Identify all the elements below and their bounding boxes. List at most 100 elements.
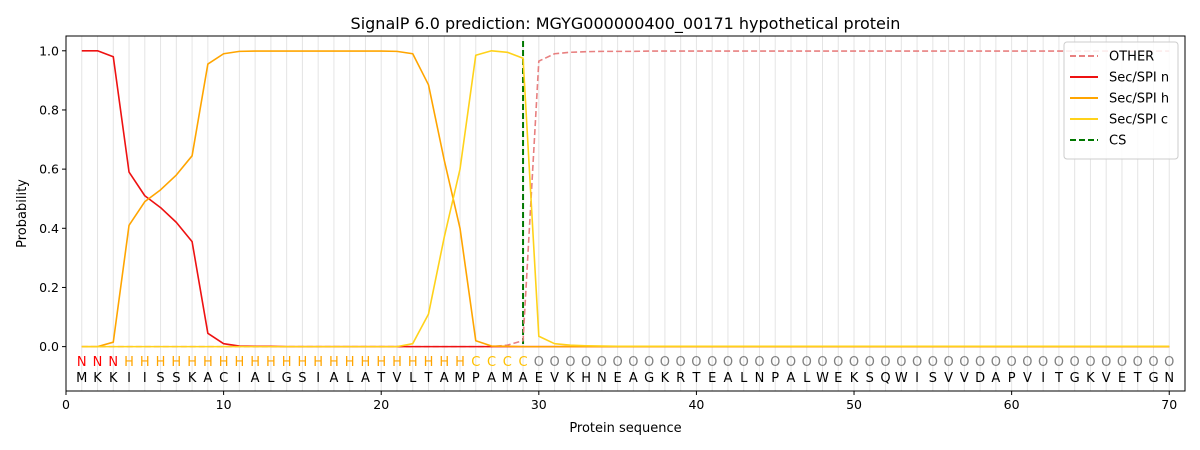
region-label: O bbox=[1133, 355, 1143, 370]
y-tick-label: 1.0 bbox=[39, 43, 59, 58]
region-label: C bbox=[519, 355, 528, 370]
region-label: O bbox=[565, 355, 575, 370]
y-tick-label: 0.0 bbox=[39, 339, 59, 354]
residue-letter: N bbox=[597, 371, 607, 386]
residue-letter: G bbox=[1148, 371, 1158, 386]
region-label: H bbox=[392, 355, 402, 370]
region-label: H bbox=[329, 355, 339, 370]
region-label: O bbox=[770, 355, 780, 370]
residue-letter: A bbox=[203, 371, 212, 386]
y-tick-label: 0.4 bbox=[39, 221, 59, 236]
region-label: H bbox=[376, 355, 386, 370]
residue-letter: E bbox=[708, 371, 716, 386]
region-label: O bbox=[833, 355, 843, 370]
region-label: O bbox=[865, 355, 875, 370]
region-label: O bbox=[754, 355, 764, 370]
region-label: H bbox=[282, 355, 292, 370]
residue-letter: S bbox=[298, 371, 306, 386]
region-label: O bbox=[991, 355, 1001, 370]
y-tick-label: 0.6 bbox=[39, 162, 59, 177]
residue-letter: S bbox=[172, 371, 180, 386]
residue-letter: H bbox=[581, 371, 591, 386]
region-label: O bbox=[723, 355, 733, 370]
residue-letter: I bbox=[1041, 371, 1045, 386]
legend: OTHER Sec/SPI n Sec/SPI h Sec/SPI c CS bbox=[1063, 41, 1179, 160]
region-label: H bbox=[408, 355, 418, 370]
residue-letter: I bbox=[237, 371, 241, 386]
residue-letter: V bbox=[960, 371, 969, 386]
region-label: O bbox=[534, 355, 544, 370]
region-label: N bbox=[108, 355, 118, 370]
residue-letter: A bbox=[787, 371, 796, 386]
region-label: H bbox=[187, 355, 197, 370]
region-label: O bbox=[691, 355, 701, 370]
series-lines bbox=[81, 49, 1170, 348]
region-label: O bbox=[1070, 355, 1080, 370]
region-label: N bbox=[93, 355, 103, 370]
residue-letter: E bbox=[1118, 371, 1126, 386]
region-label: H bbox=[203, 355, 213, 370]
region-label: O bbox=[581, 355, 591, 370]
region-label: O bbox=[802, 355, 812, 370]
residue-letter: T bbox=[376, 371, 385, 386]
residue-letter: L bbox=[409, 371, 417, 386]
x-axis-ticks: 0 10 20 30 40 50 60 70 bbox=[62, 391, 1177, 412]
legend-entry: OTHER bbox=[1109, 50, 1154, 65]
residue-letter: P bbox=[771, 371, 779, 386]
region-label: O bbox=[849, 355, 859, 370]
residue-letter: K bbox=[109, 371, 118, 386]
region-label: C bbox=[471, 355, 480, 370]
residue-letter: E bbox=[834, 371, 842, 386]
region-label: O bbox=[880, 355, 890, 370]
residue-letter: T bbox=[1054, 371, 1063, 386]
region-label: O bbox=[1101, 355, 1111, 370]
residue-letter: A bbox=[251, 371, 260, 386]
region-label: H bbox=[424, 355, 434, 370]
residue-letter: W bbox=[816, 371, 829, 386]
chart-title: SignalP 6.0 prediction: MGYG000000400_00… bbox=[351, 14, 901, 34]
residue-letter: M bbox=[502, 371, 513, 386]
residue-letter: D bbox=[975, 371, 985, 386]
residue-letter: C bbox=[219, 371, 228, 386]
residue-letter: A bbox=[361, 371, 370, 386]
region-label: O bbox=[1148, 355, 1158, 370]
residue-letter: A bbox=[329, 371, 338, 386]
residue-letter: E bbox=[535, 371, 543, 386]
residue-letter: K bbox=[566, 371, 575, 386]
legend-entry: Sec/SPI h bbox=[1109, 92, 1169, 107]
legend-entry: CS bbox=[1109, 134, 1126, 149]
region-label: H bbox=[124, 355, 134, 370]
region-label: O bbox=[549, 355, 559, 370]
region-label: O bbox=[739, 355, 749, 370]
region-label: O bbox=[613, 355, 623, 370]
residue-letter: V bbox=[1102, 371, 1111, 386]
residue-letter: M bbox=[76, 371, 87, 386]
residue-letter: N bbox=[755, 371, 765, 386]
region-label: O bbox=[928, 355, 938, 370]
residue-letter: P bbox=[472, 371, 480, 386]
region-label: O bbox=[959, 355, 969, 370]
residue-letter: S bbox=[866, 371, 874, 386]
x-axis-label: Protein sequence bbox=[569, 421, 681, 436]
region-label: O bbox=[1022, 355, 1032, 370]
region-label: O bbox=[1007, 355, 1017, 370]
residue-letter: A bbox=[519, 371, 528, 386]
region-label: H bbox=[439, 355, 449, 370]
residue-letter: M bbox=[454, 371, 465, 386]
region-label: O bbox=[597, 355, 607, 370]
residue-letter: I bbox=[915, 371, 919, 386]
residue-letter: S bbox=[156, 371, 164, 386]
residue-letter: G bbox=[282, 371, 292, 386]
region-label: N bbox=[77, 355, 87, 370]
region-label: H bbox=[455, 355, 465, 370]
x-tick-label: 0 bbox=[62, 397, 70, 412]
region-label: O bbox=[660, 355, 670, 370]
x-tick-label: 20 bbox=[373, 397, 389, 412]
residue-letter: I bbox=[143, 371, 147, 386]
y-tick-label: 0.8 bbox=[39, 102, 59, 117]
residue-letter: T bbox=[691, 371, 700, 386]
residue-labels: NMNKNKHIHIHSHSHKHAHCHIHAHLHGHSHIHAHLHAHT… bbox=[76, 355, 1174, 386]
residue-letter: A bbox=[440, 371, 449, 386]
